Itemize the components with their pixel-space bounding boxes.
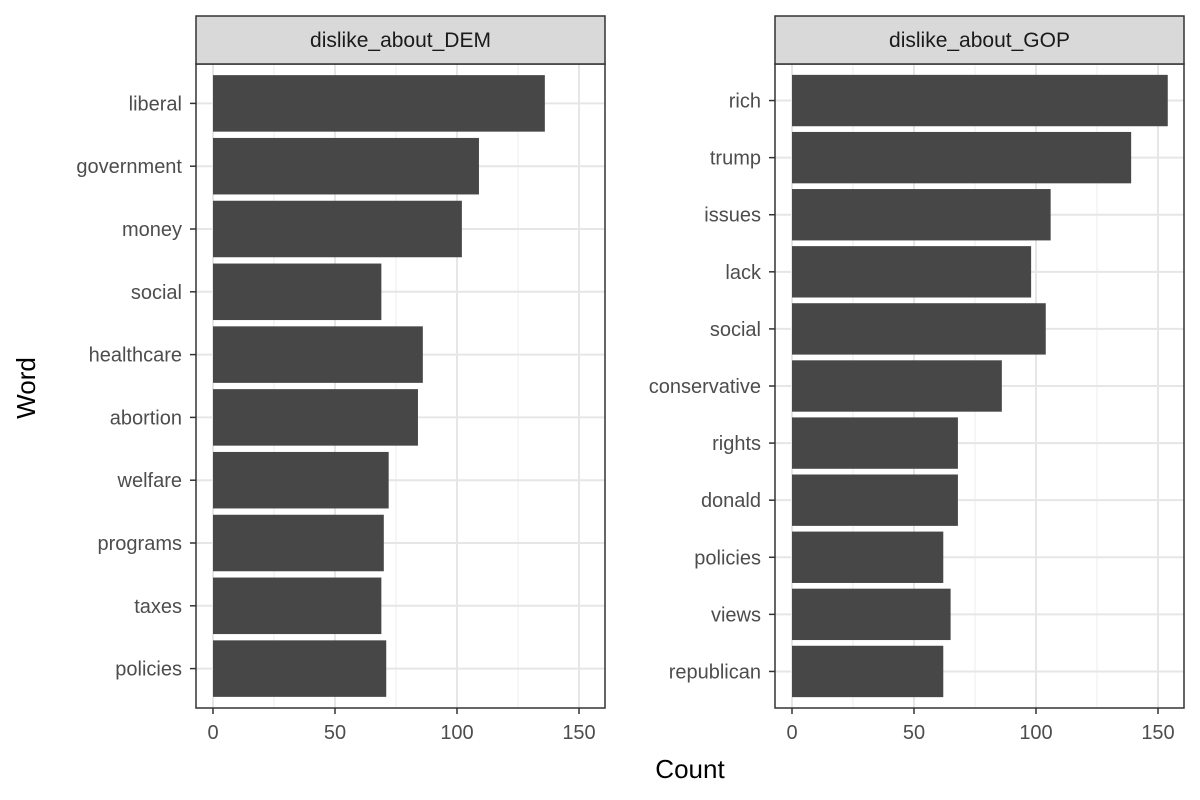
facet-title: dislike_about_GOP [889, 29, 1070, 52]
bar-taxes [213, 577, 382, 635]
bar-republican [792, 645, 944, 698]
y-axis-title: Word [11, 357, 41, 419]
y-tick-label: social [131, 282, 182, 304]
bar-trump [792, 131, 1132, 184]
y-tick-label: lack [725, 262, 762, 284]
x-axis-title: Count [655, 754, 725, 784]
bar-issues [792, 189, 1051, 241]
bar-social [213, 263, 382, 321]
x-tick-label: 100 [440, 722, 473, 744]
y-tick-label: abortion [110, 407, 182, 429]
x-tick-label: 50 [903, 722, 925, 744]
x-tick-label: 150 [1141, 722, 1174, 744]
y-tick-label: taxes [134, 596, 182, 618]
bar-healthcare [213, 326, 423, 383]
x-tick-label: 0 [207, 722, 218, 744]
y-tick-label: policies [115, 659, 182, 681]
bar-policies [792, 531, 944, 583]
y-tick-label: liberal [129, 93, 182, 115]
y-tick-label: donald [701, 490, 761, 512]
bar-liberal [213, 75, 545, 132]
x-tick-label: 50 [324, 722, 346, 744]
bar-policies [213, 640, 387, 697]
bar-donald [792, 474, 958, 526]
bar-government [213, 137, 479, 195]
bar-rich [792, 74, 1168, 127]
y-tick-label: welfare [117, 470, 182, 492]
bar-programs [213, 514, 384, 572]
y-tick-label: views [711, 604, 761, 626]
bar-views [792, 588, 951, 641]
x-tick-label: 0 [786, 722, 797, 744]
x-tick-label: 150 [562, 722, 595, 744]
facet-strip [774, 15, 1185, 65]
bar-welfare [213, 451, 389, 509]
y-tick-label: social [710, 319, 761, 341]
y-tick-label: programs [98, 533, 182, 555]
bar-money [213, 200, 462, 258]
y-tick-label: rights [712, 433, 761, 455]
bar-conservative [792, 360, 1002, 412]
facet-title: dislike_about_DEM [310, 29, 491, 52]
y-tick-label: government [76, 156, 182, 178]
y-tick-label: healthcare [89, 345, 182, 367]
y-tick-label: conservative [649, 376, 761, 398]
bar-rights [792, 417, 958, 469]
y-tick-label: policies [694, 547, 761, 569]
y-tick-label: money [122, 219, 182, 241]
y-tick-label: rich [729, 91, 761, 113]
y-tick-label: issues [704, 205, 761, 227]
y-tick-label: republican [669, 661, 761, 683]
bar-social [792, 303, 1046, 355]
x-tick-label: 100 [1019, 722, 1052, 744]
facet-strip [195, 15, 606, 65]
bar-lack [792, 246, 1032, 298]
bar-abortion [213, 389, 418, 446]
y-tick-label: trump [710, 148, 761, 170]
